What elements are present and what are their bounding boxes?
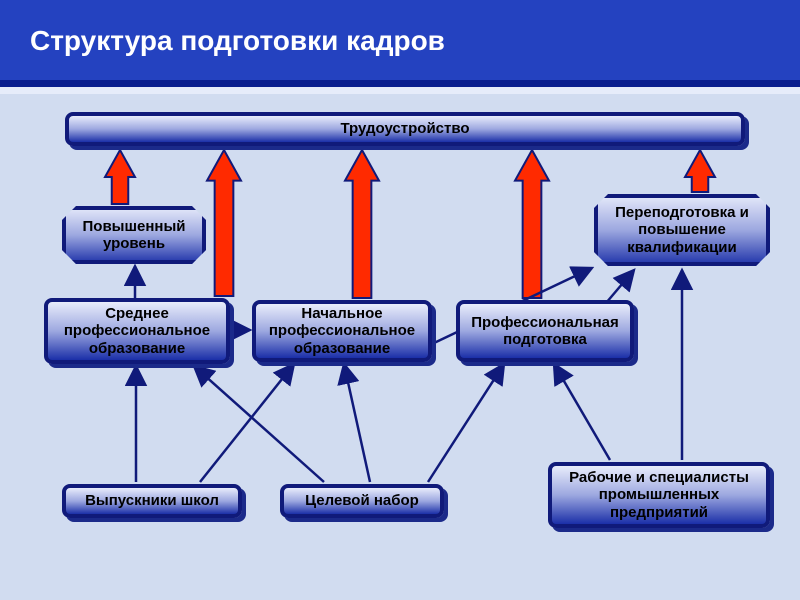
red-arrow — [515, 150, 549, 298]
node-label-employment: Трудоустройство — [340, 120, 469, 137]
slide-root: Структура подготовки кадров Трудоустройс… — [0, 0, 800, 600]
node-primary: Начальное профессиональное образование — [252, 300, 432, 362]
node-graduates: Выпускники школ — [62, 484, 242, 518]
red-arrow — [345, 150, 379, 298]
node-secondary: Среднее профессиональное образование — [44, 298, 230, 364]
node-label-graduates: Выпускники школ — [85, 492, 219, 509]
blue-arrow — [428, 364, 504, 482]
node-label-retraining: Переподготовка и повышение квалификации — [600, 204, 764, 256]
red-arrow — [105, 150, 135, 204]
node-label-primary: Начальное профессиональное образование — [262, 305, 422, 357]
node-targeted: Целевой набор — [280, 484, 444, 518]
node-label-secondary: Среднее профессиональное образование — [54, 305, 220, 357]
red-arrow — [685, 150, 715, 192]
node-workers: Рабочие и специалисты промышленных предп… — [548, 462, 770, 528]
node-label-workers: Рабочие и специалисты промышленных предп… — [558, 469, 760, 521]
blue-arrow — [200, 364, 294, 482]
title-divider — [0, 80, 800, 94]
diagram-canvas: Трудоустройство Повышенный уровень Перепод… — [0, 94, 800, 600]
blue-arrow — [554, 364, 610, 460]
node-label-advanced: Повышенный уровень — [68, 218, 200, 253]
blue-arrow — [194, 366, 324, 482]
node-employment: Трудоустройство — [65, 112, 745, 146]
title-bar: Структура подготовки кадров — [0, 0, 800, 82]
node-proftrain: Профессиональная подготовка — [456, 300, 634, 362]
red-arrow — [207, 150, 241, 296]
node-label-proftrain: Профессиональная подготовка — [466, 314, 624, 349]
node-label-targeted: Целевой набор — [305, 492, 419, 509]
node-advanced: Повышенный уровень — [62, 206, 206, 264]
blue-arrow — [344, 364, 370, 482]
node-retraining: Переподготовка и повышение квалификации — [594, 194, 770, 266]
slide-title: Структура подготовки кадров — [30, 25, 445, 57]
